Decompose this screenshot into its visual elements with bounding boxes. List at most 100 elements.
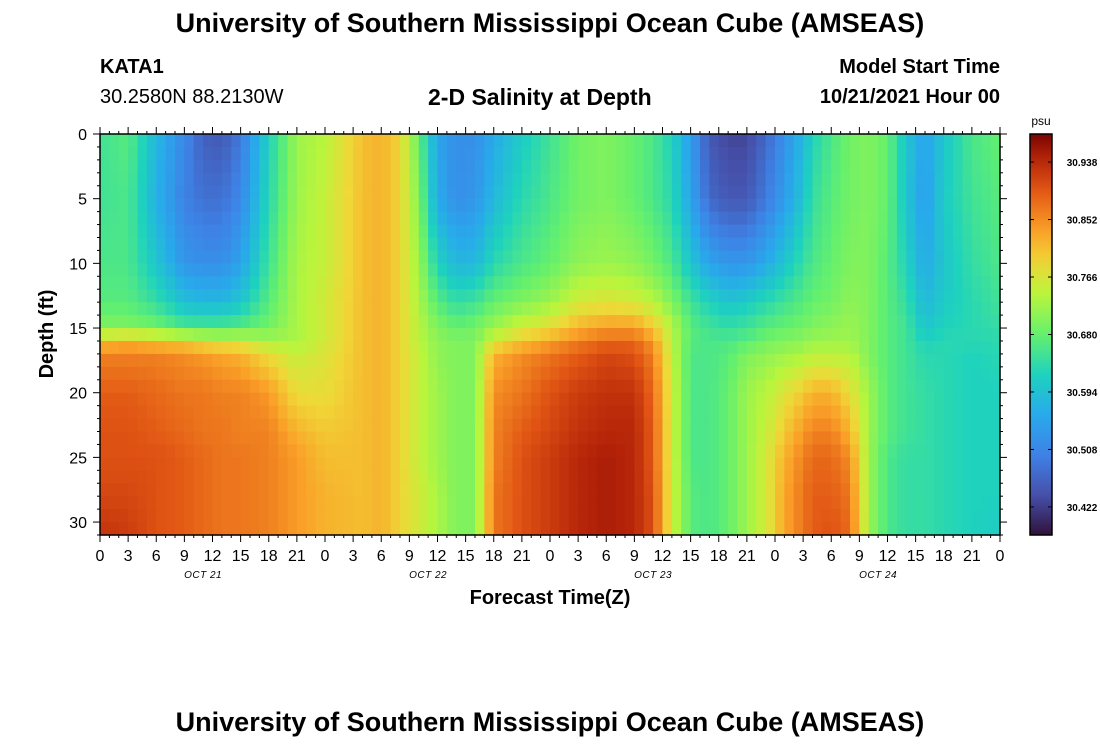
heatmap-cell [634, 366, 645, 381]
heatmap-cell [521, 224, 532, 239]
heatmap-cell [587, 211, 598, 226]
heatmap-cell [193, 418, 204, 433]
heatmap-cell [700, 185, 710, 200]
heatmap-cell [146, 340, 157, 355]
heatmap-cell [334, 263, 345, 277]
heatmap-cell [896, 302, 907, 316]
heatmap-cell [400, 431, 410, 446]
heatmap-cell [362, 328, 373, 342]
heatmap-cell [981, 470, 992, 484]
heatmap-cell [793, 379, 804, 394]
heatmap-cell [775, 496, 785, 510]
heatmap-cell [953, 224, 964, 239]
heatmap-cell [193, 315, 204, 329]
heatmap-cell [709, 198, 720, 213]
heatmap-cell [934, 159, 945, 174]
heatmap-cell [868, 134, 879, 148]
heatmap-cell [390, 146, 401, 161]
heatmap-cell [868, 159, 879, 174]
heatmap-cell [334, 134, 345, 148]
heatmap-cell [306, 289, 317, 303]
heatmap-cell [203, 444, 214, 458]
heatmap-cell [465, 172, 476, 187]
heatmap-cell [812, 483, 823, 497]
heatmap-cell [175, 185, 185, 200]
heatmap-cell [831, 353, 842, 368]
heatmap-cell [418, 250, 429, 264]
heatmap-cell [896, 263, 907, 277]
heatmap-cell [334, 224, 345, 239]
heatmap-cell [446, 522, 457, 536]
heatmap-cell [184, 340, 195, 355]
heatmap-cell [653, 340, 664, 355]
heatmap-cell [325, 315, 335, 329]
heatmap-cell [596, 302, 607, 316]
heatmap-cell [812, 522, 823, 536]
heatmap-cell [465, 522, 476, 536]
heatmap-cell [568, 340, 579, 355]
heatmap-cell [268, 302, 279, 316]
heatmap-cell [615, 146, 626, 161]
heatmap-cell [821, 496, 832, 510]
heatmap-cell [559, 496, 570, 510]
heatmap-cell [418, 146, 429, 161]
heatmap-cell [390, 509, 401, 523]
y-tick-label: 10 [69, 256, 87, 273]
heatmap-cell [118, 172, 129, 187]
heatmap-cell [943, 172, 954, 187]
heatmap-cell [943, 237, 954, 252]
heatmap-cell [878, 302, 889, 316]
heatmap-cell [709, 496, 720, 510]
heatmap-cell [765, 353, 776, 368]
heatmap-cell [165, 315, 176, 329]
heatmap-cell [578, 146, 589, 161]
heatmap-cell [503, 470, 514, 484]
heatmap-cell [165, 263, 176, 277]
heatmap-cell [203, 315, 214, 329]
heatmap-cell [137, 146, 148, 161]
heatmap-cell [400, 353, 410, 368]
heatmap-cell [465, 509, 476, 523]
heatmap-cell [934, 302, 945, 316]
heatmap-cell [915, 483, 926, 497]
heatmap-cell [503, 496, 514, 510]
heatmap-cell [718, 250, 729, 264]
heatmap-cell [737, 134, 748, 148]
heatmap-cell [868, 483, 879, 497]
heatmap-cell [456, 496, 467, 510]
heatmap-cell [971, 392, 982, 407]
heatmap-cell [925, 237, 935, 252]
heatmap-cell [765, 366, 776, 381]
heatmap-cell [653, 496, 664, 510]
heatmap-cell [221, 276, 232, 290]
heatmap-cell [803, 431, 814, 446]
heatmap-cell [990, 159, 1001, 174]
heatmap-cell [343, 405, 354, 420]
heatmap-cell [446, 379, 457, 394]
heatmap-cell [118, 444, 129, 458]
heatmap-cell [390, 470, 401, 484]
heatmap-cell [184, 431, 195, 446]
heatmap-cell [728, 198, 739, 213]
heatmap-cell [840, 418, 851, 433]
heatmap-cell [915, 353, 926, 368]
heatmap-cell [568, 328, 579, 342]
heatmap-cell [456, 457, 467, 471]
heatmap-cell [381, 146, 392, 161]
heatmap-cell [737, 328, 748, 342]
heatmap-cell [240, 405, 251, 420]
heatmap-cell [615, 509, 626, 523]
heatmap-cell [756, 522, 767, 536]
heatmap-cell [306, 159, 317, 174]
heatmap-cell [690, 418, 701, 433]
heatmap-cell [559, 172, 570, 187]
heatmap-cell [831, 289, 842, 303]
heatmap-cell [484, 185, 495, 200]
heatmap-cell [390, 224, 401, 239]
heatmap-cell [840, 211, 851, 226]
heatmap-cell [259, 185, 270, 200]
heatmap-cell [221, 366, 232, 381]
heatmap-cell [100, 457, 110, 471]
heatmap-cell [418, 470, 429, 484]
heatmap-cell [840, 315, 851, 329]
